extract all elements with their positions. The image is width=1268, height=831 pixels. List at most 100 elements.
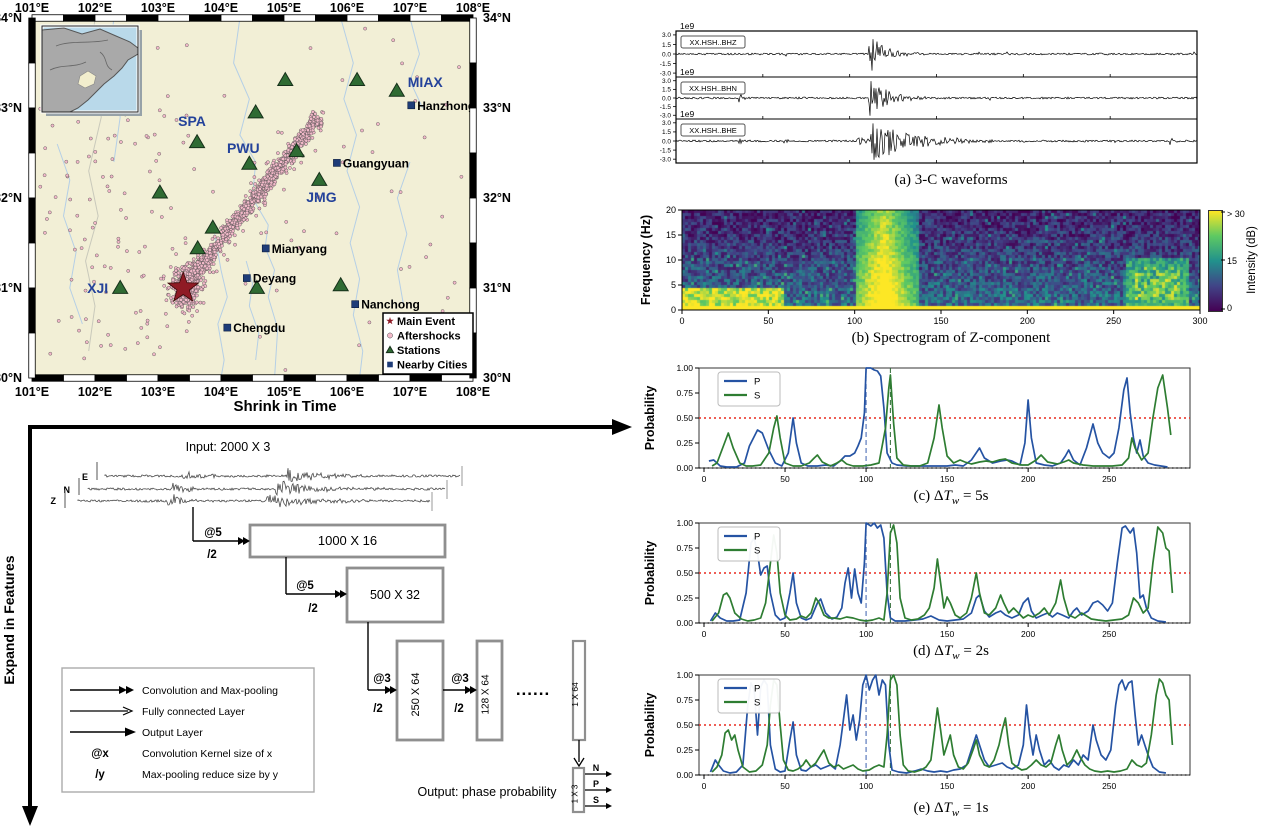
svg-text:100: 100 [859, 474, 873, 484]
svg-text:-1.5: -1.5 [660, 147, 672, 154]
map-content [38, 18, 464, 378]
caption-a: (a) 3-C waveforms [894, 172, 1008, 188]
caption-e: (e) ΔTw = 1s [913, 800, 989, 819]
input-channel-Z: Z [51, 496, 57, 506]
panel-d-prob-2s: 1.00 0.75 0.50 0.25 0.00 0 50 100 150 200 250 Proba… [634, 513, 1268, 666]
prob-axes-1s: 1.00 0.75 0.50 0.25 0.00 0 50 100 150 200 250 Proba… [643, 670, 1191, 791]
input-label: Input: 2000 X 3 [186, 440, 271, 454]
svg-text:102°E: 102°E [78, 385, 112, 399]
station-label-SPA: SPA [178, 113, 206, 129]
colorbar [1208, 210, 1223, 312]
prob-legend: PS [717, 678, 781, 714]
spectrogram-axes: Frequency (Hz) > 30 15 0 Intensity (dB) … [639, 205, 1258, 326]
layer-box-3 [475, 639, 504, 742]
svg-text:0.75: 0.75 [676, 695, 693, 705]
svg-text:0.50: 0.50 [676, 720, 693, 730]
map-axis-labels: 101°E 101°E 102°E 102°E 103°E 103°E 104°E 104°E… [0, 1, 511, 399]
waveform-trace-0 [675, 39, 1198, 71]
expand-in-features-label: Expand in Features [1, 555, 17, 684]
svg-text:30°N: 30°N [483, 371, 511, 385]
svg-text:3.0: 3.0 [662, 32, 671, 39]
svg-text:1.5: 1.5 [662, 129, 671, 136]
channel-label-0: XX.HSH..BHZ [689, 38, 737, 47]
prob-curve-S [711, 374, 1172, 467]
svg-text:150: 150 [933, 316, 948, 326]
svg-text:150: 150 [940, 781, 954, 791]
prob-ylabel: Probability [643, 693, 657, 758]
prob-legend-label-S: S [754, 391, 760, 402]
svg-text:3.0: 3.0 [662, 120, 671, 127]
svg-text:105°E: 105°E [267, 1, 301, 15]
colorbar-mid-label: 15 [1227, 256, 1237, 266]
svg-text:1.5: 1.5 [662, 42, 671, 49]
svg-text:-1.5: -1.5 [660, 104, 672, 111]
svg-text:1.00: 1.00 [676, 670, 693, 680]
svg-text:250: 250 [1102, 629, 1116, 639]
svg-text:33°N: 33°N [483, 101, 511, 115]
waveform-trace-2 [675, 123, 1198, 160]
svg-text:-3.0: -3.0 [660, 70, 672, 77]
svg-text:108°E: 108°E [456, 1, 490, 15]
svg-text:Stations: Stations [397, 345, 440, 357]
svg-text:0: 0 [679, 316, 684, 326]
svg-text:31°N: 31°N [483, 281, 511, 295]
svg-text:100: 100 [859, 629, 873, 639]
stations-layer: MIAX SPA PWU JMG XJI [87, 71, 443, 296]
city-label-Chengdu: Chengdu [233, 321, 285, 335]
layer-label-4: 1 X 64 [570, 682, 580, 707]
svg-text:Nearby Cities: Nearby Cities [397, 360, 467, 372]
svg-text:200: 200 [1021, 781, 1035, 791]
output-channel-S: S [593, 795, 599, 805]
colorbar-top-label: > 30 [1227, 209, 1245, 219]
svg-text:34°N: 34°N [0, 11, 22, 25]
svg-text:1.00: 1.00 [676, 518, 693, 528]
output-channel-N: N [593, 763, 600, 773]
station-label-PWU: PWU [227, 140, 260, 156]
layer-box-5 [571, 766, 586, 814]
city-label-Guangyuan: Guangyuan [343, 156, 409, 170]
panel-c-prob-5s: 1.00 0.75 0.50 0.25 0.00 0 50 100 150 200 250 Proba… [634, 360, 1268, 513]
svg-text:Main Event: Main Event [397, 316, 455, 328]
cities-layer: Hanzhong Guangyuan Mianyang Deyang Nanchong C… [223, 99, 475, 335]
kernel-label-2: @3 [373, 673, 391, 685]
city-label-Mianyang: Mianyang [272, 242, 327, 256]
offset-label: 1e9 [680, 109, 694, 119]
svg-text:10: 10 [666, 255, 676, 265]
diagram-legend: Convolution and Max-pooling Fully connect… [61, 667, 315, 793]
svg-text:31°N: 31°N [0, 281, 22, 295]
svg-text:100: 100 [859, 781, 873, 791]
main-event-star [166, 270, 200, 302]
svg-text:107°E: 107°E [393, 1, 427, 15]
svg-text:34°N: 34°N [483, 11, 511, 25]
station-label-JMG: JMG [306, 189, 336, 205]
pool-label-1: /2 [308, 603, 318, 615]
svg-text:50: 50 [780, 781, 790, 791]
svg-text:0.50: 0.50 [676, 568, 693, 578]
station-label-XJI: XJI [87, 280, 108, 296]
svg-text:0: 0 [702, 781, 707, 791]
svg-text:0.25: 0.25 [676, 438, 693, 448]
svg-text:0.00: 0.00 [676, 463, 693, 473]
svg-text:103°E: 103°E [141, 1, 175, 15]
svg-text:Aftershocks: Aftershocks [397, 331, 461, 343]
pool-label-0: /2 [207, 549, 217, 561]
svg-text:50: 50 [763, 316, 773, 326]
prob-curve-S [711, 674, 1174, 773]
kernel-label-0: @5 [204, 527, 222, 539]
input-channel-N: N [64, 485, 71, 495]
layer-label-2: 250 X 64 [410, 672, 422, 716]
colorbar-label: Intensity (dB) [1246, 226, 1258, 294]
svg-text:200: 200 [1021, 629, 1035, 639]
svg-text:0.50: 0.50 [676, 413, 693, 423]
svg-text:-3.0: -3.0 [660, 156, 672, 163]
layer-box-1 [345, 566, 445, 624]
svg-text:105°E: 105°E [267, 385, 301, 399]
svg-text:0: 0 [702, 474, 707, 484]
svg-text:30°N: 30°N [0, 371, 22, 385]
waveform-trace-1 [675, 81, 1198, 116]
offset-label: 1e9 [680, 67, 694, 77]
layer-label-5: 1 X 3 [571, 784, 580, 803]
spectrogram-image [682, 210, 1200, 310]
prob-legend-label-P: P [754, 532, 760, 543]
city-label-Deyang: Deyang [253, 272, 296, 286]
